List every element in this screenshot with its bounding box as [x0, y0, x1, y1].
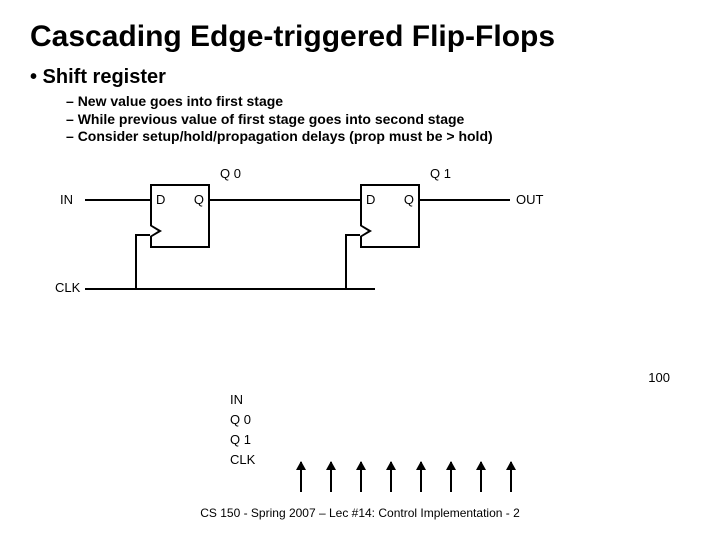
timing-labels: IN Q 0 Q 1 CLK	[230, 390, 255, 470]
bullet-item: While previous value of first stage goes…	[66, 111, 690, 129]
q1-label: Q 1	[430, 166, 451, 181]
timing-label: Q 1	[230, 430, 255, 450]
flipflop-0: D Q	[150, 184, 210, 248]
wire-clk	[345, 234, 347, 288]
q0-label: Q 0	[220, 166, 241, 181]
timing-label: Q 0	[230, 410, 255, 430]
clk-label: CLK	[55, 280, 80, 295]
timing-value-100: 100	[648, 370, 670, 385]
circuit-diagram: IN D Q Q 0 D Q Q 1 OUT CLK	[30, 166, 690, 306]
up-arrow-icon	[510, 462, 512, 492]
wire-clk	[345, 234, 360, 236]
up-arrow-icon	[390, 462, 392, 492]
wire	[210, 199, 360, 201]
ff-d-label: D	[156, 192, 165, 207]
up-arrow-icon	[480, 462, 482, 492]
up-arrow-icon	[450, 462, 452, 492]
page-title: Cascading Edge-triggered Flip-Flops	[30, 20, 690, 54]
timing-label: IN	[230, 390, 255, 410]
bullet-list: New value goes into first stage While pr…	[66, 93, 690, 146]
flipflop-1: D Q	[360, 184, 420, 248]
clock-triangle-icon	[150, 224, 162, 238]
wire	[85, 199, 150, 201]
timing-arrows	[300, 462, 512, 492]
ff-d-label: D	[366, 192, 375, 207]
up-arrow-icon	[330, 462, 332, 492]
out-label: OUT	[516, 192, 543, 207]
up-arrow-icon	[420, 462, 422, 492]
wire-clk	[135, 234, 150, 236]
bullet-item: New value goes into first stage	[66, 93, 690, 111]
ff-q-label: Q	[404, 192, 414, 207]
wire	[420, 199, 510, 201]
wire-clk	[135, 234, 137, 288]
in-label: IN	[60, 192, 73, 207]
clock-triangle-icon	[360, 224, 372, 238]
up-arrow-icon	[300, 462, 302, 492]
footer-text: CS 150 - Spring 2007 – Lec #14: Control …	[30, 506, 690, 520]
subtitle: • Shift register	[30, 66, 690, 89]
timing-label: CLK	[230, 450, 255, 470]
bullet-item: Consider setup/hold/propagation delays (…	[66, 128, 690, 146]
ff-q-label: Q	[194, 192, 204, 207]
wire-clk	[85, 288, 375, 290]
up-arrow-icon	[360, 462, 362, 492]
